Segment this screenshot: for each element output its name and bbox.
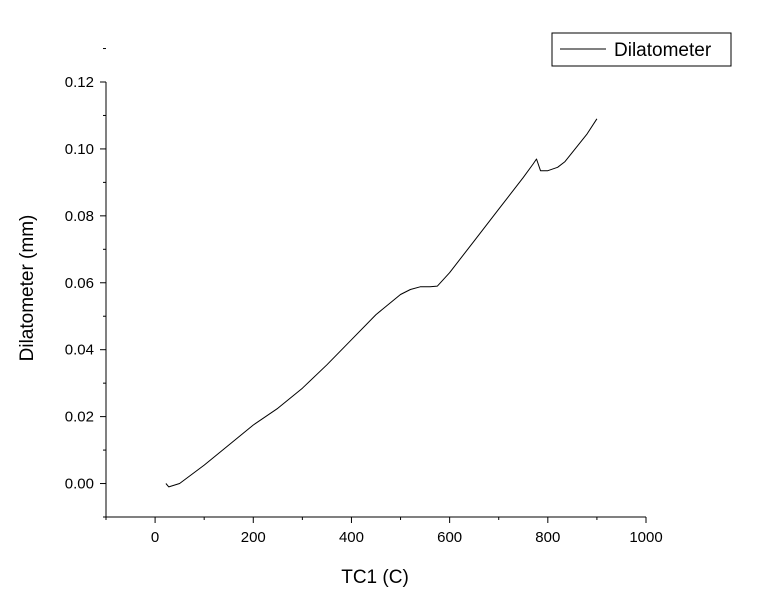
y-tick-label: 0.08 xyxy=(65,208,94,225)
legend-label: Dilatometer xyxy=(614,40,712,61)
y-tick-label: 0.12 xyxy=(65,74,94,91)
y-axis-label: Dilatometer (mm) xyxy=(17,215,38,362)
y-tick-label: 0.04 xyxy=(65,342,94,359)
series-line-dilatometer xyxy=(165,118,598,488)
x-tick-label: 200 xyxy=(241,529,266,546)
axes xyxy=(105,82,646,518)
ticks: 0 200 400 600 800 1000 0.00 0.02 0.04 0.06 0.08 0.1… xyxy=(65,48,663,546)
y-tick-label: 0.02 xyxy=(65,409,94,426)
x-tick-label: 400 xyxy=(339,529,364,546)
y-tick-label: 0.06 xyxy=(65,275,94,292)
series-layer xyxy=(165,118,598,488)
x-tick-label: 0 xyxy=(151,529,159,546)
y-tick-label: 0.10 xyxy=(65,141,94,158)
x-tick-label: 1000 xyxy=(629,529,662,546)
x-tick-label: 600 xyxy=(437,529,462,546)
x-tick-label: 800 xyxy=(535,529,560,546)
x-axis-label: TC1 (C) xyxy=(341,567,409,588)
y-tick-label: 0.00 xyxy=(65,476,94,493)
legend: Dilatometer xyxy=(551,32,732,67)
